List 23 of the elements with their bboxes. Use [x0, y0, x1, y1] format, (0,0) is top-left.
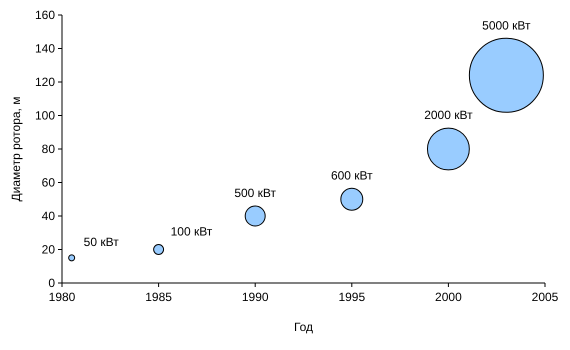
- y-tick-label: 20: [42, 242, 56, 257]
- x-tick-label: 2000: [435, 290, 462, 304]
- annotation: 2000 кВт: [424, 108, 474, 122]
- y-tick-label: 160: [34, 8, 56, 22]
- x-tick-label: 1990: [242, 290, 269, 304]
- x-tick-label: 1985: [145, 290, 172, 304]
- annotation: 500 кВт: [234, 186, 277, 200]
- y-tick-label: 80: [42, 142, 56, 156]
- y-tick-label: 140: [34, 42, 56, 56]
- annotation: 50 кВт: [84, 234, 120, 249]
- y-tick-label: 120: [34, 75, 56, 90]
- x-tick-label: 1995: [338, 290, 366, 304]
- x-tick-label: 1980: [48, 290, 76, 304]
- y-axis-title: Диаметр ротора, м: [9, 96, 23, 202]
- x-tick-label: 2005: [532, 290, 559, 304]
- y-tick-label: 0: [48, 276, 56, 290]
- y-tick-label: 100: [34, 108, 56, 123]
- y-tick-label: 40: [42, 209, 56, 224]
- annotation: 5000 кВт: [482, 18, 532, 32]
- annotation: 100 кВт: [170, 224, 213, 239]
- x-axis-title: Год: [294, 320, 314, 334]
- annotation: 600 кВт: [330, 168, 374, 182]
- y-tick-label: 60: [42, 176, 56, 190]
